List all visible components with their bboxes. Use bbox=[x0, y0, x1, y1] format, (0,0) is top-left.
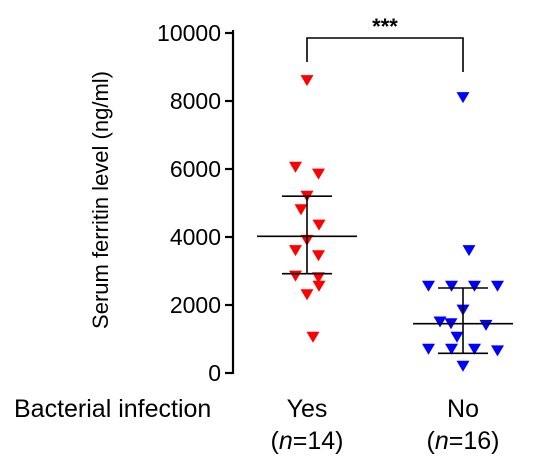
n-suffix: =16) bbox=[449, 427, 500, 455]
n-italic: n bbox=[435, 427, 449, 455]
data-point bbox=[422, 343, 435, 355]
data-point bbox=[289, 245, 302, 257]
y-tick-label: 8000 bbox=[170, 88, 221, 114]
data-point bbox=[456, 92, 470, 104]
data-point bbox=[312, 250, 325, 262]
mean-sd-no bbox=[413, 287, 513, 355]
mean-sd-yes bbox=[257, 195, 357, 275]
group-label: Bacterial infection bbox=[14, 395, 211, 423]
data-point bbox=[294, 204, 308, 216]
sample-size-label: (n=14) bbox=[271, 427, 344, 455]
data-point bbox=[445, 343, 458, 355]
significance-bracket: *** bbox=[306, 14, 464, 72]
data-point bbox=[491, 280, 504, 292]
data-point bbox=[312, 272, 325, 284]
y-ticks: 0 2000 4000 6000 8000 10000 bbox=[157, 20, 233, 386]
mean-sd-bars bbox=[257, 195, 513, 355]
data-point bbox=[289, 270, 302, 282]
data-point bbox=[491, 345, 504, 357]
data-point bbox=[312, 219, 326, 231]
y-axis: 0 2000 4000 6000 8000 10000 bbox=[157, 20, 235, 386]
data-point bbox=[306, 331, 320, 343]
n-suffix: =14) bbox=[293, 427, 344, 455]
y-tick-label: 4000 bbox=[170, 224, 221, 250]
data-point bbox=[300, 75, 314, 87]
data-point bbox=[312, 168, 325, 180]
significance-label: *** bbox=[372, 14, 398, 39]
data-point bbox=[456, 360, 470, 372]
data-point bbox=[289, 161, 302, 173]
data-point bbox=[450, 331, 464, 343]
y-axis-label: Serum ferritin level (ng/ml) bbox=[88, 71, 113, 329]
y-tick-label: 2000 bbox=[170, 292, 221, 318]
data-point bbox=[479, 319, 493, 331]
category-label: Yes bbox=[287, 395, 328, 423]
y-tick-label: 10000 bbox=[157, 20, 221, 46]
sample-size-label: (n=16) bbox=[427, 427, 500, 455]
y-tick-label: 0 bbox=[208, 360, 221, 386]
y-tick-label: 6000 bbox=[170, 156, 221, 182]
data-point bbox=[468, 280, 481, 292]
category-labels: Yes(n=14)No(n=16) bbox=[271, 395, 500, 455]
series-no bbox=[422, 92, 504, 372]
bracket-line bbox=[306, 37, 464, 72]
data-point bbox=[312, 280, 326, 292]
data-points bbox=[289, 75, 504, 372]
data-point bbox=[445, 280, 458, 292]
n-prefix: ( bbox=[271, 427, 280, 455]
n-prefix: ( bbox=[427, 427, 436, 455]
data-point bbox=[462, 245, 476, 257]
data-point bbox=[433, 316, 447, 328]
data-point bbox=[468, 343, 481, 355]
n-italic: n bbox=[279, 427, 293, 455]
data-point bbox=[300, 289, 314, 301]
data-point bbox=[422, 280, 435, 292]
category-label: No bbox=[447, 395, 479, 423]
